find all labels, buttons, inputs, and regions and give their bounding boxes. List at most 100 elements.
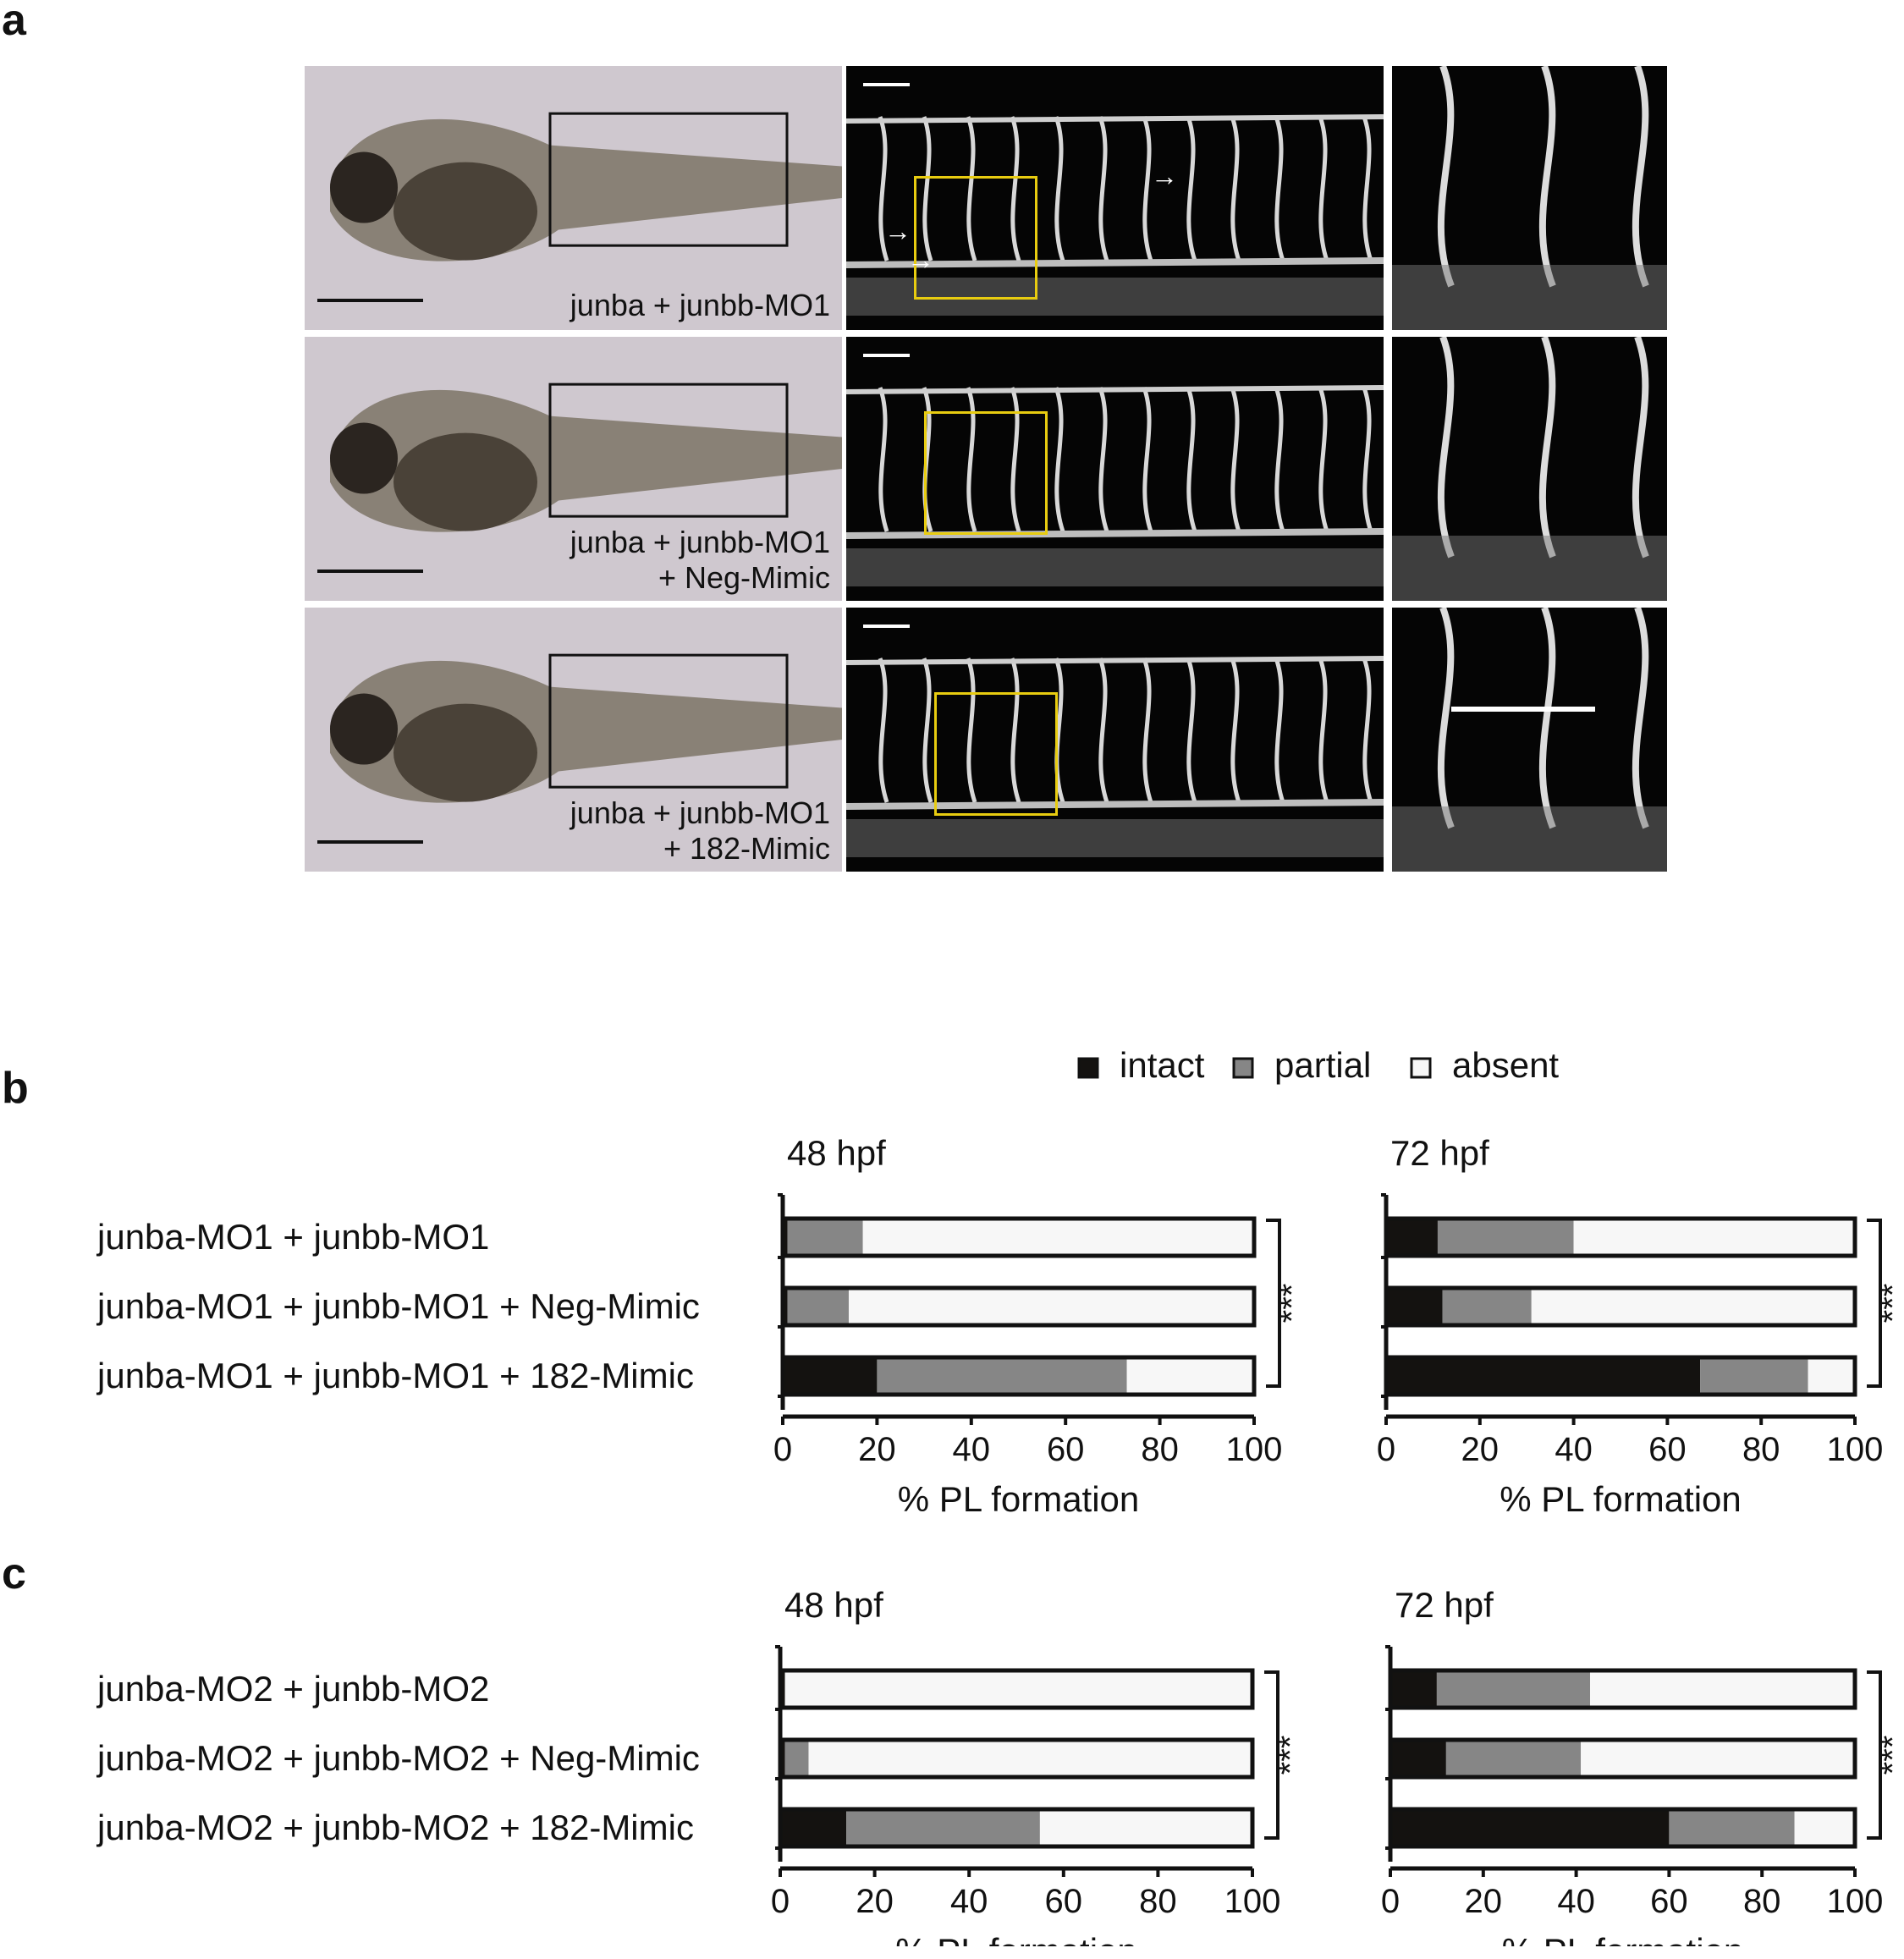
isv-vessel <box>1538 337 1556 559</box>
legend: intact partial absent <box>1077 1045 1559 1085</box>
significance-bracket <box>1867 1670 1882 1840</box>
isv-vessel <box>1010 658 1021 803</box>
isv-vessel <box>1186 658 1197 803</box>
legend-label-intact: intact <box>1120 1045 1205 1085</box>
confocal-zoom-image <box>1392 608 1667 872</box>
embryo-eye <box>330 422 398 494</box>
legend-label-partial: partial <box>1274 1045 1371 1085</box>
bar-segment-intact <box>1386 1357 1701 1395</box>
charts-b-c: 48 hpf junba-MO1 + junbb-MO1 junba-MO1 + j… <box>96 1133 1904 1946</box>
x-tick-label: 0 <box>771 1883 790 1920</box>
x-tick-label: 60 <box>1047 1431 1085 1468</box>
x-tick-label: 80 <box>1743 1883 1781 1920</box>
bar-segment-intact <box>783 1288 788 1325</box>
x-tick-label: 80 <box>1141 1431 1179 1468</box>
bar-segment-absent <box>808 1740 1252 1777</box>
bar-segment-intact <box>783 1357 878 1395</box>
arrow-right-icon: → <box>884 216 911 246</box>
bar-segment-partial <box>1437 1219 1574 1256</box>
bar-outline <box>780 1355 1257 1397</box>
scale-bar <box>863 625 910 628</box>
isv-vessel <box>1142 116 1153 261</box>
isv-vessel <box>1437 66 1455 288</box>
x-tick-label: 0 <box>1377 1431 1395 1468</box>
isv-vessel <box>966 387 977 532</box>
isv-vessel <box>1362 387 1373 532</box>
x-axis-label: % PL formation <box>1500 1479 1742 1519</box>
isv-vessel <box>1098 116 1109 261</box>
x-tick-label: 20 <box>1465 1883 1503 1920</box>
caption-line: junba + junbb-MO1 <box>570 288 830 322</box>
isv-vessel <box>1142 387 1153 532</box>
da-vessel <box>846 257 1384 268</box>
zoom-region-box <box>934 692 1058 816</box>
embryo-eye <box>330 693 398 765</box>
bar-segment-intact <box>780 1809 847 1846</box>
embryo-yolk <box>393 162 537 261</box>
isv-vessel <box>1632 608 1649 829</box>
isv-vessel <box>1010 387 1021 532</box>
dlav-vessel <box>846 385 1384 394</box>
embryo-yolk <box>393 703 537 802</box>
significance-bracket <box>1266 1219 1281 1388</box>
significance-bracket <box>1867 1219 1882 1388</box>
confocal-overview-image: → → → <box>846 66 1384 330</box>
bar-segment-absent <box>1126 1357 1254 1395</box>
category-label: junba-MO1 + junbb-MO1 <box>96 1217 489 1257</box>
bar-outline <box>778 1737 1255 1780</box>
bar-segment-partial <box>787 1288 849 1325</box>
isv-vessel <box>1274 116 1285 261</box>
isv-vessel <box>1437 608 1455 829</box>
brightfield-image: junba + junbb-MO1 <box>305 66 842 330</box>
bar-segment-absent <box>1808 1357 1855 1395</box>
bar-segment-absent <box>1581 1740 1855 1777</box>
x-axis-label: % PL formation <box>895 1931 1137 1946</box>
isv-vessel <box>1632 337 1649 559</box>
x-tick-label: 0 <box>1381 1883 1400 1920</box>
category-label: junba-MO2 + junbb-MO2 + Neg-Mimic <box>96 1738 700 1778</box>
bar-segment-partial <box>784 1740 809 1777</box>
isv-vessel <box>966 116 977 261</box>
row-caption: junba + junbb-MO1 + Neg-Mimic <box>570 525 830 596</box>
scale-bar <box>863 83 910 86</box>
zoom-region-box <box>548 382 789 518</box>
bar-segment-absent <box>784 1670 1252 1708</box>
bar-segment-partial <box>1700 1357 1808 1395</box>
bar-outline <box>1388 1737 1857 1780</box>
bar-segment-absent <box>1531 1288 1855 1325</box>
bar-outline <box>778 1807 1255 1849</box>
scale-bar <box>317 569 423 573</box>
category-label: junba-MO2 + junbb-MO2 + 182-Mimic <box>96 1808 694 1847</box>
significance-label: *** <box>1274 1284 1311 1323</box>
bar-segment-absent <box>848 1288 1254 1325</box>
x-tick-label: 60 <box>1648 1431 1687 1468</box>
isv-vessel <box>1230 658 1241 803</box>
bar-outline <box>1384 1355 1857 1397</box>
bar-outline <box>1388 1668 1857 1710</box>
isv-vessel <box>1186 387 1197 532</box>
caption-line: + 182-Mimic <box>663 831 830 866</box>
isv-vessel <box>1054 387 1065 532</box>
bar-outline <box>778 1668 1255 1710</box>
brightfield-image: junba + junbb-MO1 + 182-Mimic <box>305 608 842 872</box>
panel-label-b: b <box>2 1064 29 1113</box>
bar-segment-intact <box>1390 1670 1437 1708</box>
category-label: junba-MO1 + junbb-MO1 + 182-Mimic <box>96 1356 694 1395</box>
bar-segment-partial <box>787 1219 863 1256</box>
caption-line: junba + junbb-MO1 <box>570 795 830 830</box>
legend-swatch-partial <box>1232 1057 1254 1079</box>
row-caption: junba + junbb-MO1 <box>570 288 830 323</box>
legend-swatch-intact <box>1077 1057 1099 1079</box>
isv-vessel <box>1362 116 1373 261</box>
isv-vessel <box>1437 337 1455 559</box>
isv-vessel <box>1010 116 1021 261</box>
confocal-overview-image <box>846 608 1384 872</box>
bar-segment-intact <box>1390 1809 1670 1846</box>
x-tick-label: 20 <box>856 1883 894 1920</box>
arrow-right-icon: → <box>907 245 934 275</box>
arrow-right-icon: → <box>1151 161 1178 191</box>
bar-segment-absent <box>862 1219 1254 1256</box>
dlav-vessel <box>846 114 1384 124</box>
bar-segment-partial <box>1442 1288 1532 1325</box>
x-tick-label: 40 <box>1555 1431 1593 1468</box>
